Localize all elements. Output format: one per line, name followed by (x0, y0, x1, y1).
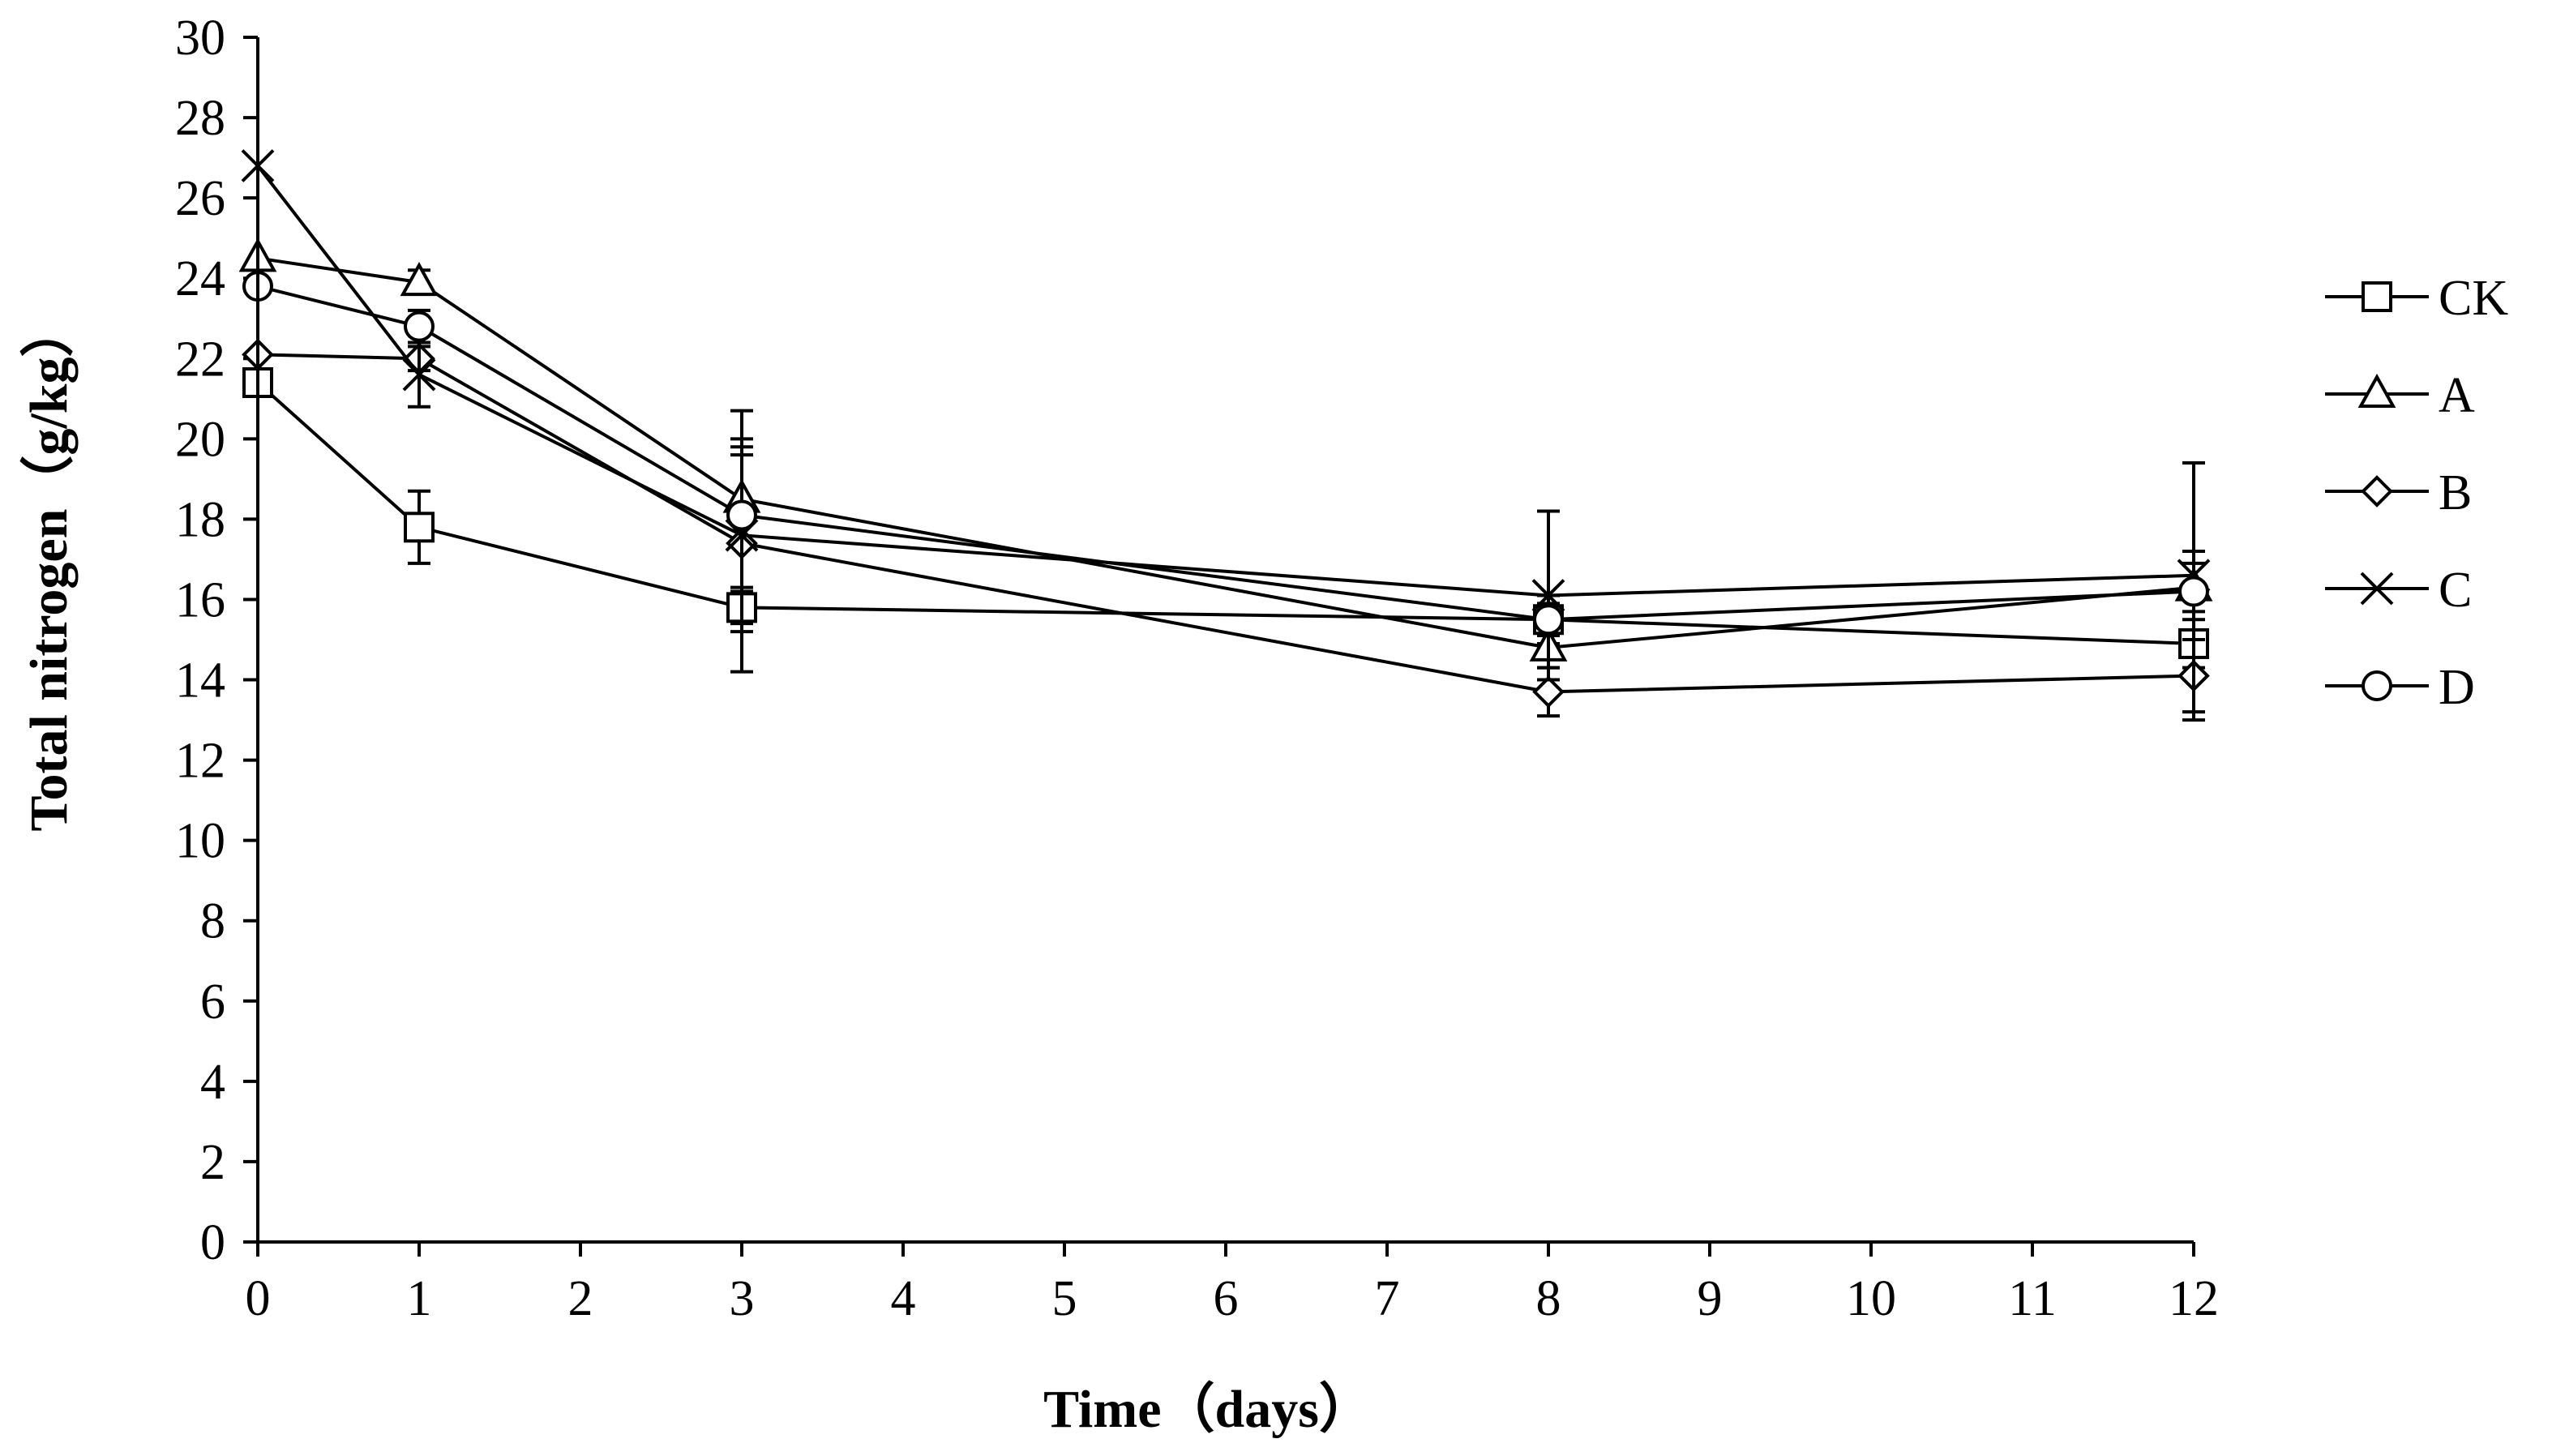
marker-triangle (2357, 373, 2396, 408)
y-tick-label: 12 (175, 734, 225, 789)
y-tick-label: 30 (175, 11, 225, 66)
legend-item-b: B (2325, 465, 2472, 520)
series-line-a (257, 256, 2195, 649)
marker-x (1531, 579, 1565, 612)
y-tick-label: 18 (175, 492, 225, 547)
x-tick-label: 0 (246, 1271, 271, 1326)
legend-label: CK (2439, 271, 2508, 326)
y-tick-label: 24 (175, 251, 225, 306)
y-tick-label: 6 (200, 974, 225, 1030)
series-c (241, 149, 2211, 682)
y-tick-label: 4 (200, 1055, 225, 1110)
x-tick-label: 8 (1536, 1271, 1561, 1326)
x-tick-label: 4 (891, 1271, 916, 1326)
x-tick-label: 12 (2169, 1271, 2219, 1326)
y-tick-label: 0 (200, 1215, 225, 1270)
x-axis-ticks: 0 1 2 3 4 5 6 7 8 9 10 11 12 (246, 1242, 2219, 1326)
series-line-d (257, 285, 2195, 622)
x-tick-label: 7 (1375, 1271, 1400, 1326)
legend-label: A (2439, 368, 2475, 423)
series-d (242, 271, 2209, 722)
marker-circle (2362, 670, 2392, 701)
marker-x-stroke (1531, 579, 1565, 612)
y-tick-label: 26 (175, 171, 225, 226)
x-tick-label: 2 (568, 1271, 593, 1326)
x-tick-label: 3 (730, 1271, 755, 1326)
marker-circle (2178, 576, 2209, 607)
y-tick-label: 16 (175, 572, 225, 627)
marker-x-stroke (402, 358, 436, 392)
legend-item-d: D (2325, 660, 2475, 715)
axes (256, 37, 2194, 1244)
marker-diamond (2361, 475, 2393, 507)
y-axis-title: Total nitrogen（g/kg） (19, 304, 79, 832)
y-tick-label: 10 (175, 814, 225, 869)
marker-circle (1533, 604, 1564, 636)
x-axis-title: Time（days） (1043, 1379, 1372, 1439)
series-line-b (257, 353, 2195, 694)
marker-triangle (400, 262, 439, 297)
legend-label: D (2439, 660, 2475, 715)
marker-x (402, 358, 436, 392)
marker-square (2362, 281, 2392, 312)
legend-item-ck: CK (2325, 271, 2508, 326)
y-tick-label: 2 (200, 1135, 225, 1190)
legend-item-a: A (2325, 368, 2475, 423)
y-tick-label: 22 (175, 332, 225, 387)
series-line-c (256, 165, 2195, 597)
x-tick-label: 5 (1052, 1271, 1077, 1326)
series-layer (238, 149, 2213, 722)
x-tick-label: 1 (407, 1271, 432, 1326)
x-tick-label: 11 (2008, 1271, 2057, 1326)
marker-circle (726, 499, 757, 531)
y-tick-label: 8 (200, 894, 225, 949)
marker-diamond (1532, 675, 1565, 709)
series-ck (242, 366, 2209, 674)
legend-label: C (2439, 563, 2472, 618)
legend-label: B (2439, 465, 2472, 520)
y-tick-label: 14 (175, 653, 225, 709)
marker-x-stroke (2360, 572, 2394, 606)
x-tick-label: 9 (1698, 1271, 1723, 1326)
y-tick-label: 28 (175, 91, 225, 146)
x-tick-label: 10 (1846, 1271, 1896, 1326)
x-tick-label: 6 (1214, 1271, 1239, 1326)
marker-square (404, 512, 435, 543)
y-tick-label: 20 (175, 412, 225, 467)
legend-item-c: C (2325, 563, 2472, 618)
marker-x (2360, 572, 2394, 606)
marker-circle (404, 310, 435, 342)
